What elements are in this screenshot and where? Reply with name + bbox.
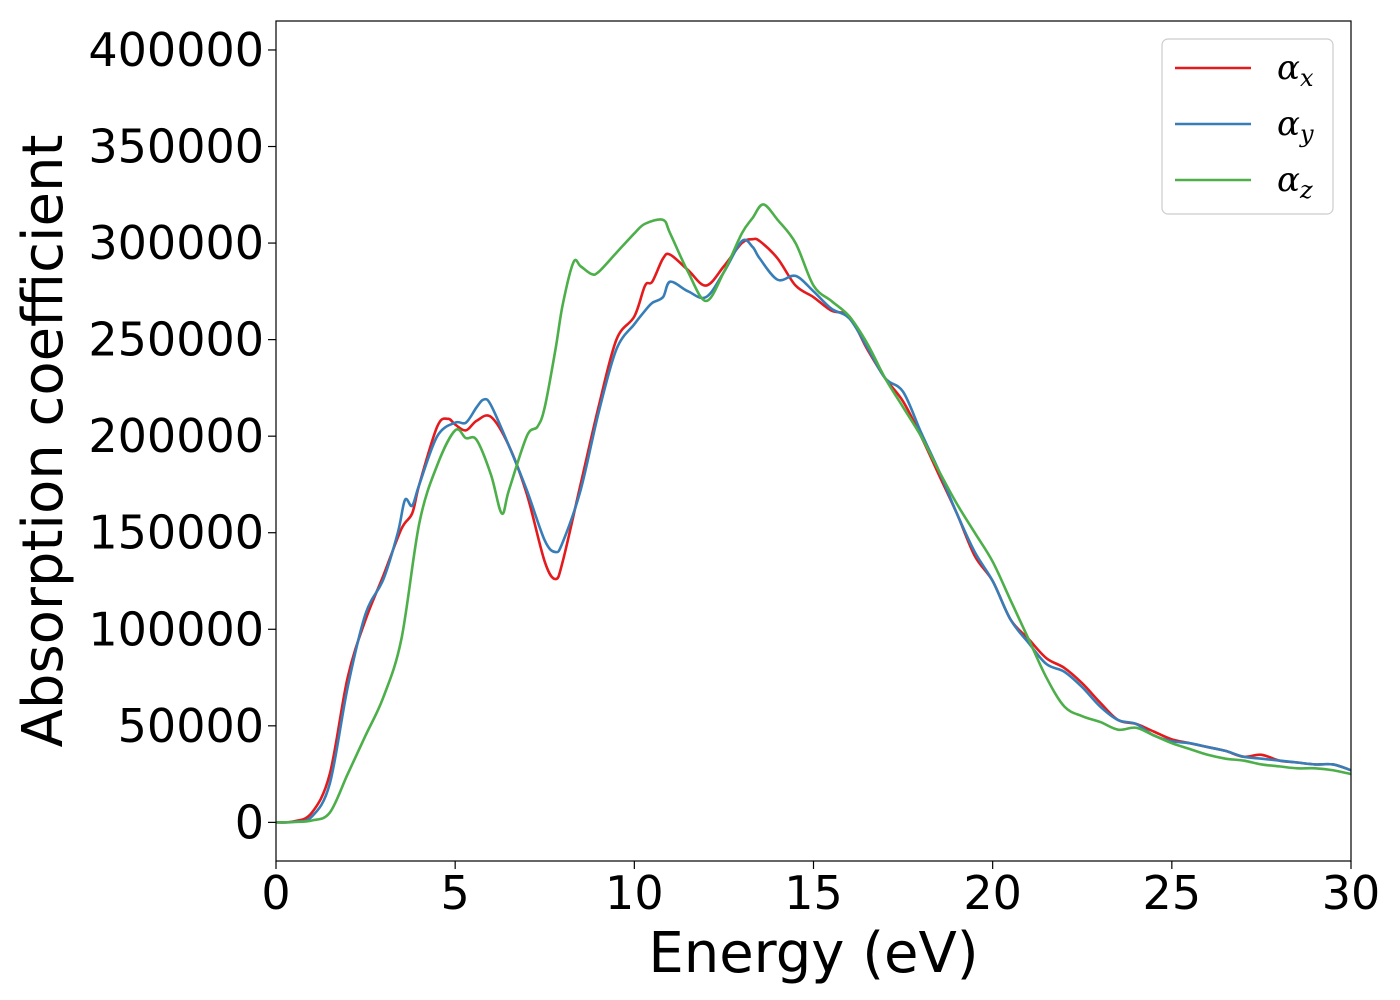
series-line-x [275, 237, 1352, 824]
series-line-z [275, 203, 1352, 824]
x-axis: 0 5 10 15 20 25 30 [261, 861, 1380, 920]
y-tick-label: 250000 [88, 313, 264, 367]
legend-label-y: αy [1277, 104, 1314, 148]
y-tick-label: 300000 [88, 216, 264, 270]
y-tick-label: 200000 [88, 409, 264, 463]
series-layer [275, 203, 1352, 824]
y-tick-label: 100000 [88, 602, 264, 656]
x-tick-label: 25 [1143, 866, 1202, 920]
y-tick-label: 0 [235, 795, 264, 849]
y-tick-label: 350000 [88, 120, 264, 174]
legend-label-x: αx [1277, 48, 1314, 92]
series-line-y [275, 238, 1352, 824]
x-tick-label: 30 [1322, 866, 1381, 920]
legend-label-z: αz [1277, 160, 1313, 204]
y-axis: 0 50000 100000 150000 200000 250000 300000 3500… [88, 23, 276, 849]
x-tick-label: 10 [605, 866, 664, 920]
legend: αx αy αz [1161, 38, 1334, 215]
x-tick-label: 0 [261, 866, 290, 920]
x-axis-title: Energy (eV) [648, 921, 978, 986]
y-tick-label: 400000 [88, 23, 264, 77]
y-tick-label: 50000 [118, 699, 264, 753]
y-tick-label: 150000 [88, 506, 264, 560]
x-tick-label: 5 [441, 866, 470, 920]
x-tick-label: 15 [784, 866, 843, 920]
x-tick-label: 20 [963, 866, 1022, 920]
y-axis-title: Absorption coefficient [11, 135, 76, 748]
legend-box [1161, 38, 1334, 215]
